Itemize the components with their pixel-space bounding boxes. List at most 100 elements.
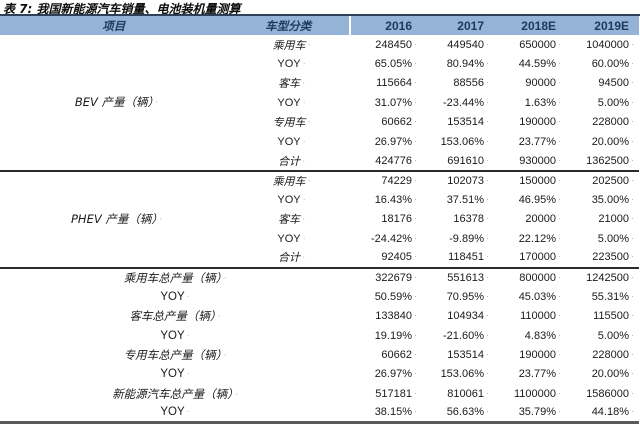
value-cell: 44.18%: [566, 403, 639, 422]
category-cell: 乘用车: [233, 171, 350, 190]
value-cell: 20.00%: [566, 132, 639, 151]
value-cell: 228000: [566, 113, 639, 132]
value-cell: 26.97%: [350, 365, 422, 384]
value-cell: 26.97%: [350, 132, 422, 151]
table-row: 客车115664885569000094500: [0, 74, 639, 93]
value-cell: 153.06%: [422, 132, 494, 151]
row-label-cell: 乘用车总产量（辆）: [0, 268, 350, 287]
category-cell: 专用车: [233, 113, 350, 132]
value-cell: 322679: [350, 268, 422, 287]
table-row: 合计4247766916109300001362500: [0, 151, 639, 170]
value-cell: 55.31%: [566, 287, 639, 306]
row-label-cell: 专用车总产量（辆）: [0, 345, 350, 364]
value-cell: 551613: [422, 268, 494, 287]
row-label-cell: 客车总产量（辆）: [0, 306, 350, 325]
value-cell: 50.59%: [350, 287, 422, 306]
table-row: YOY26.97%153.06%23.77%20.00%: [0, 365, 639, 384]
value-cell: -23.44%: [422, 93, 494, 112]
value-cell: 22.12%: [494, 229, 566, 248]
value-cell: 94500: [566, 74, 639, 93]
value-cell: 90000: [494, 74, 566, 93]
table-row: 客车总产量（辆）133840104934110000115500: [0, 306, 639, 325]
category-cell: YOY: [233, 93, 350, 112]
value-cell: 37.51%: [422, 190, 494, 209]
value-cell: 449540: [422, 35, 494, 54]
value-cell: 115664: [350, 74, 422, 93]
value-cell: 18176: [350, 210, 422, 229]
table-row: BEV 产量（辆）乘用车2484504495406500001040000: [0, 35, 639, 110]
value-cell: 21000: [566, 210, 639, 229]
section-label: BEV 产量（辆）: [0, 35, 233, 171]
value-cell: 23.77%: [494, 365, 566, 384]
value-cell: 16.43%: [350, 190, 422, 209]
value-cell: -21.60%: [422, 326, 494, 345]
value-cell: 65.05%: [350, 54, 422, 73]
value-cell: 1040000: [566, 35, 639, 54]
value-cell: 650000: [494, 35, 566, 54]
value-cell: 118451: [422, 248, 494, 267]
table-row: 乘用车总产量（辆）3226795516138000001242500: [0, 268, 639, 287]
value-cell: 102073: [422, 171, 494, 190]
value-cell: 517181: [350, 384, 422, 403]
value-cell: 44.59%: [494, 54, 566, 73]
table-row: YOY16.43%37.51%46.95%35.00%: [0, 190, 639, 209]
table-title: 表 7: 我国新能源汽车销量、电池装机量测算: [0, 0, 640, 16]
column-header: 2016: [349, 16, 422, 35]
value-cell: 153.06%: [422, 365, 494, 384]
table-section-1: PHEV 产量（辆）乘用车74229102073150000202500YOY1…: [0, 171, 639, 268]
value-cell: 223500: [566, 248, 639, 267]
category-cell: 客车: [233, 74, 350, 93]
value-cell: 35.79%: [494, 403, 566, 422]
value-cell: 74229: [350, 171, 422, 190]
value-cell: 35.00%: [566, 190, 639, 209]
value-cell: 248450: [350, 35, 422, 54]
column-header: 项目: [0, 16, 233, 35]
value-cell: 56.63%: [422, 403, 494, 422]
value-cell: 5.00%: [566, 229, 639, 248]
section-label: PHEV 产量（辆）: [0, 171, 233, 268]
row-label-cell: YOY: [0, 365, 350, 384]
table-row: 合计92405118451170000223500: [0, 248, 639, 267]
table-row: YOY26.97%153.06%23.77%20.00%: [0, 132, 639, 151]
value-cell: 19.19%: [350, 326, 422, 345]
table-header: 项目车型分类201620172018E2019E: [0, 16, 639, 35]
table-row: YOY31.07%-23.44%1.63%5.00%: [0, 93, 639, 112]
value-cell: 92405: [350, 248, 422, 267]
table-row: YOY38.15%56.63%35.79%44.18%: [0, 403, 639, 422]
header-row: 项目车型分类201620172018E2019E: [0, 16, 639, 35]
value-cell: 110000: [494, 306, 566, 325]
value-cell: 31.07%: [350, 93, 422, 112]
value-cell: 23.77%: [494, 132, 566, 151]
value-cell: -24.42%: [350, 229, 422, 248]
value-cell: 190000: [494, 113, 566, 132]
value-cell: 800000: [494, 268, 566, 287]
row-label-cell: 新能源汽车总产量（辆）: [0, 384, 350, 403]
value-cell: 1586000: [566, 384, 639, 403]
value-cell: 153514: [422, 345, 494, 364]
value-cell: 16378: [422, 210, 494, 229]
row-label-cell: YOY: [0, 403, 350, 422]
column-header: 2018E: [494, 16, 566, 35]
category-cell: YOY: [233, 132, 350, 151]
value-cell: 1100000: [494, 384, 566, 403]
value-cell: 190000: [494, 345, 566, 364]
category-cell: YOY: [233, 190, 350, 209]
value-cell: 38.15%: [350, 403, 422, 422]
value-cell: 80.94%: [422, 54, 494, 73]
value-cell: 424776: [350, 151, 422, 170]
value-cell: 104934: [422, 306, 494, 325]
row-label-cell: YOY: [0, 287, 350, 306]
category-cell: 乘用车: [233, 35, 350, 54]
category-cell: 合计: [233, 151, 350, 170]
table-row: 客车18176163782000021000: [0, 210, 639, 229]
category-cell: YOY: [233, 54, 350, 73]
value-cell: 46.95%: [494, 190, 566, 209]
value-cell: 1242500: [566, 268, 639, 287]
column-header: 2019E: [566, 16, 639, 35]
table-row: 专用车总产量（辆）60662153514190000228000: [0, 345, 639, 364]
column-header: 车型分类: [233, 16, 350, 35]
value-cell: 20000: [494, 210, 566, 229]
value-cell: 60662: [350, 345, 422, 364]
value-cell: 5.00%: [566, 93, 639, 112]
